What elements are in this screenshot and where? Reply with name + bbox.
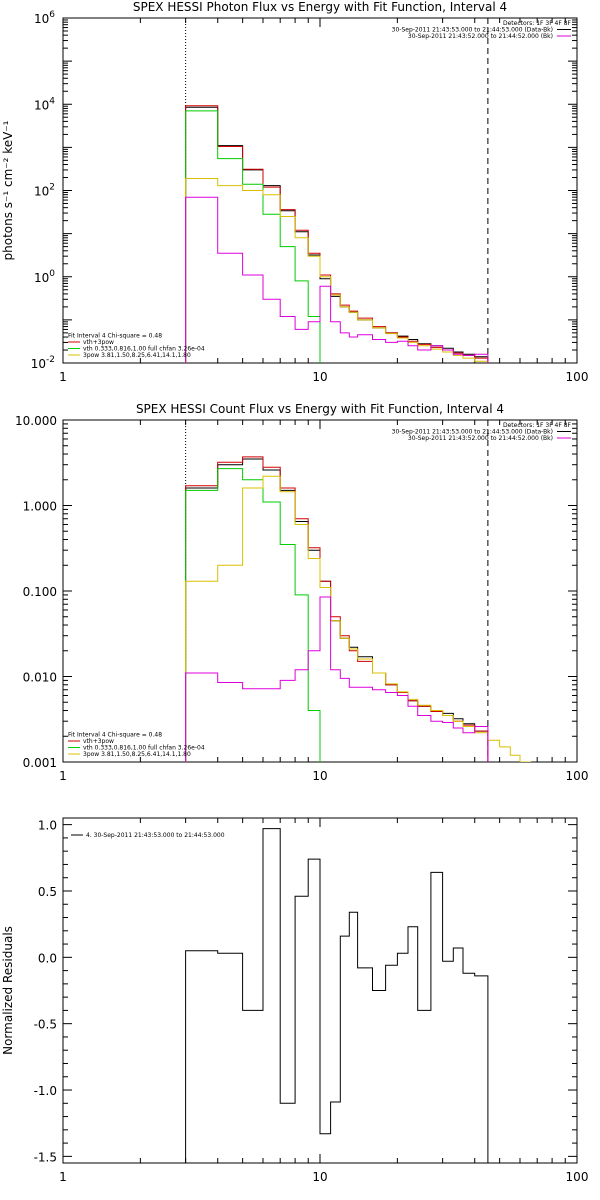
chart-3: 1 10 100 -1.5 -1.0 -0.5 0.0 0.5 1.0 Normalized Re… — [1, 817, 589, 1184]
chart-title: SPEX HESSI Photon Flux vs Energy with Fi… — [133, 0, 507, 14]
y-tick-label: 0.100 — [23, 585, 57, 599]
series-power — [185, 475, 532, 762]
legend-entry: Fit Interval 4 Chi-square = 0.48 — [68, 333, 162, 340]
x-tick-label: 10 — [312, 1170, 327, 1184]
x-tick-label: 1 — [59, 1170, 67, 1184]
y-tick-label: -1.0 — [34, 1084, 57, 1098]
series-model_total — [185, 456, 489, 762]
legend-entry: 3pow 3.81,1.50,8.25,6.41,14.1,1.80 — [83, 751, 191, 758]
legend-entry: 30-Sep-2011 21:43:52.000 to 21:44:52.000… — [408, 435, 553, 442]
y-tick-label: -0.5 — [34, 1018, 57, 1032]
series-thermal — [185, 468, 321, 762]
legend-entry: Detectors: 1F 3F 4F 8F — [503, 422, 572, 429]
legend-entry: 4. 30-Sep-2011 21:43:53.000 to 21:44:53.… — [86, 832, 225, 839]
series-group — [185, 456, 532, 762]
y-tick-label: 0.001 — [23, 756, 57, 770]
y-axis-label: Normalized Residuals — [1, 926, 15, 1055]
y-tick-label: 106 — [34, 10, 55, 26]
chart-title: SPEX HESSI Count Flux vs Energy with Fit… — [136, 402, 504, 416]
x-tick-label: 100 — [566, 370, 589, 384]
series-group — [185, 105, 489, 363]
series-background — [185, 196, 489, 363]
x-tick-label: 1 — [59, 769, 67, 783]
x-tick-label: 1 — [59, 370, 67, 384]
x-tick-label: 100 — [566, 769, 589, 783]
series-power — [185, 178, 489, 363]
y-axis-label: photons s⁻¹ cm⁻² keV⁻¹ — [1, 120, 15, 260]
y-tick-label: 0.5 — [38, 885, 57, 899]
x-tick-label: 100 — [566, 1170, 589, 1184]
y-tick-label: 0.010 — [23, 671, 57, 685]
legend-entry: 30-Sep-2011 21:43:53.000 to 21:44:53.000… — [392, 429, 553, 436]
legend-entry: vth+3pow — [83, 738, 114, 745]
y-tick-label: 1.000 — [23, 500, 57, 514]
y-tick-label: -1.5 — [34, 1150, 57, 1164]
legend-entry: 30-Sep-2011 21:43:53.000 to 21:44:53.000… — [392, 27, 553, 34]
legend-entry: 3pow 3.81,1.50,8.25,6.41,14.1,1.80 — [83, 352, 191, 359]
chart-2: SPEX HESSI Count Flux vs Energy with Fit… — [15, 402, 588, 783]
y-tick-label: 0.0 — [38, 951, 57, 965]
legend-entry: Fit Interval 4 Chi-square = 0.48 — [68, 732, 162, 739]
legend-entry: vth 0.333,0.816,1.00 full chfan 3.26e-04 — [83, 745, 205, 752]
legend-entry: 30-Sep-2011 21:43:52.000 to 21:44:52.000… — [408, 33, 553, 40]
legend-entry: Detectors: 1F 3F 4F 8F — [503, 20, 572, 27]
series-background — [185, 596, 489, 762]
legend-entry: vth 0.333,0.816,1.00 full chfan 3.26e-04 — [83, 346, 205, 353]
y-tick-label: 100 — [34, 269, 55, 285]
y-tick-label: 104 — [34, 96, 55, 112]
series-thermal — [185, 110, 321, 363]
x-tick-label: 10 — [312, 370, 327, 384]
series-group — [185, 828, 489, 1163]
y-tick-label: 1.0 — [38, 819, 57, 833]
y-tick-label: 10-2 — [31, 355, 55, 371]
y-tick-label: 10.000 — [15, 414, 57, 428]
chart-1: SPEX HESSI Photon Flux vs Energy with Fi… — [1, 0, 588, 384]
legend-entry: vth+3pow — [83, 339, 114, 346]
series-residuals — [185, 828, 489, 1163]
x-tick-label: 10 — [312, 769, 327, 783]
y-tick-label: 102 — [34, 183, 55, 199]
